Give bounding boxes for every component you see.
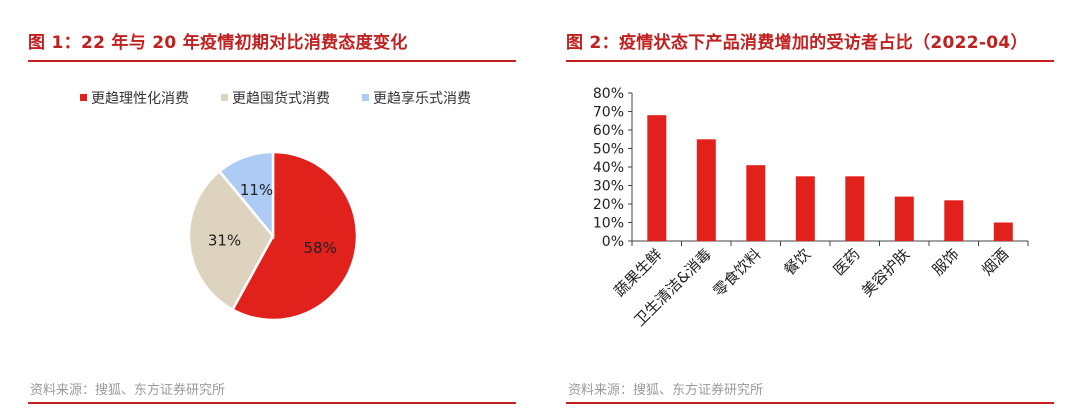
- x-category-label: 美容护肤: [858, 245, 913, 300]
- pie-slice: [217, 150, 275, 240]
- y-tick-label: 40%: [593, 160, 624, 176]
- source-note-left: 资料来源：搜狐、东方证券研究所: [30, 383, 226, 398]
- legend-item: 更趋理性化消费: [80, 91, 189, 107]
- y-tick-label: 0%: [602, 234, 624, 250]
- chart-title-left: 图 1：22 年与 20 年疫情初期对比消费态度变化: [28, 33, 408, 53]
- legend-label: 更趋理性化消费: [91, 91, 189, 107]
- legend-swatch: [221, 94, 228, 101]
- y-tick-label: 60%: [593, 123, 624, 139]
- legend-label: 更趋享乐式消费: [373, 90, 471, 107]
- x-category-label: 医药: [830, 245, 864, 279]
- title-rule-right: [566, 60, 1054, 62]
- pie-slice-label: 31%: [208, 232, 241, 250]
- legend-item: 更趋享乐式消费: [362, 90, 471, 107]
- y-tick-label: 10%: [593, 216, 624, 232]
- pie-slice-label: 11%: [240, 181, 273, 199]
- x-category-label: 烟酒: [978, 245, 1012, 279]
- pie-slice-label: 58%: [304, 239, 337, 257]
- y-tick-label: 70%: [593, 105, 624, 121]
- panel-left: 图 1：22 年与 20 年疫情初期对比消费态度变化 更趋理性化消费 更趋囤货式消…: [28, 0, 516, 418]
- x-category-label: 零食饮料: [709, 245, 764, 300]
- bottom-rule-right: [566, 402, 1054, 404]
- bottom-rule-left: [28, 402, 516, 404]
- bar: [746, 165, 766, 241]
- bar: [993, 222, 1013, 241]
- panel-right: 图 2：疫情状态下产品消费增加的受访者占比（2022-04） 0% 10% 20% 3…: [566, 0, 1054, 418]
- pie-slice: [230, 150, 359, 322]
- chart-title-right: 图 2：疫情状态下产品消费增加的受访者占比（2022-04）: [566, 33, 1028, 53]
- y-tick-label: 20%: [593, 197, 624, 213]
- x-category-label: 餐饮: [780, 245, 814, 279]
- bar: [845, 176, 865, 242]
- legend-label: 更趋囤货式消费: [232, 90, 330, 107]
- source-note-right: 资料来源：搜狐、东方证券研究所: [568, 383, 764, 398]
- bar: [795, 176, 815, 242]
- title-rule-left: [28, 60, 516, 62]
- bar: [647, 115, 667, 241]
- bar: [696, 139, 716, 242]
- legend-swatch: [362, 94, 369, 101]
- y-tick-label: 80%: [593, 86, 624, 102]
- legend-item: 更趋囤货式消费: [221, 90, 330, 107]
- legend-swatch: [80, 94, 87, 101]
- pie-slice: [187, 169, 275, 312]
- pie-chart: 更趋理性化消费 更趋囤货式消费 更趋享乐式消费 58% 31% 11%: [80, 90, 471, 322]
- bar-chart: 0%10%20%30%40%50%60%70%80%蔬果生鲜卫生清洁&消毒零食饮…: [593, 86, 1029, 330]
- bar: [894, 196, 914, 241]
- y-tick-label: 30%: [593, 179, 624, 195]
- x-category-label: 服饰: [929, 245, 963, 279]
- y-tick-label: 50%: [593, 142, 624, 158]
- bar: [944, 200, 964, 241]
